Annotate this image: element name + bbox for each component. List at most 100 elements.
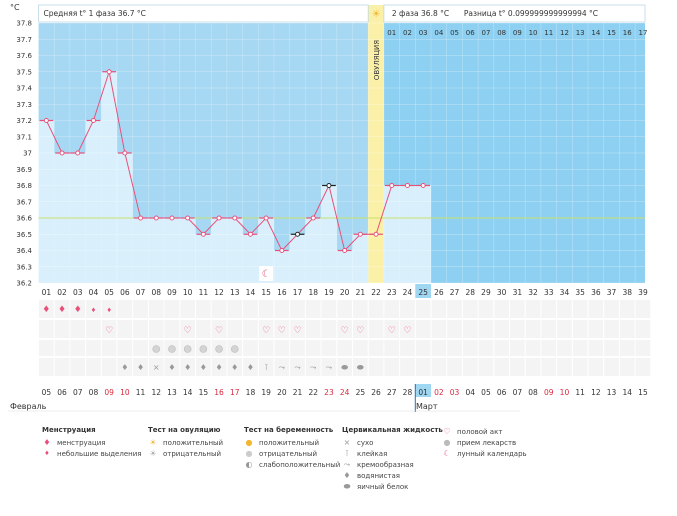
calendar-day-label: 18 (246, 388, 256, 397)
calendar-day-label: 17 (230, 388, 240, 397)
temperature-bar (399, 185, 416, 283)
mucus-watery-icon: ♦ (231, 363, 238, 372)
mucus-watery-icon: ♦ (168, 363, 175, 372)
marker-cell (572, 320, 588, 338)
cycle-day-label: 38 (622, 288, 632, 297)
drop-icon: ♦ (58, 305, 66, 315)
cycle-day-label: 27 (450, 288, 460, 297)
marker-cell (70, 340, 86, 356)
calendar-day-label: 07 (513, 388, 523, 397)
marker-cell (510, 300, 525, 318)
marker-cell (211, 300, 227, 318)
marker-cell (86, 340, 101, 356)
marker-cell (101, 358, 117, 376)
marker-cell (243, 300, 258, 318)
y-tick-label: 36.9 (16, 166, 32, 174)
cycle-day-label: 24 (403, 288, 413, 297)
temperature-bar (148, 218, 165, 283)
legend-label: менструация (57, 438, 106, 447)
marker-cell (588, 340, 604, 356)
marker-cell (54, 300, 70, 318)
marker-cell (305, 358, 321, 376)
marker-cell (54, 320, 70, 338)
marker-cell (635, 300, 651, 318)
marker-cell (133, 300, 148, 318)
pill-icon (230, 345, 239, 353)
calendar-day-label: 06 (57, 388, 67, 397)
temperature-point (232, 215, 238, 221)
marker-cell (415, 320, 431, 338)
marker-cell (86, 358, 101, 376)
marker-cell (384, 300, 400, 318)
marker-cell (337, 340, 352, 356)
legend-label: положительный (259, 438, 320, 447)
y-tick-label: 36.6 (16, 215, 32, 223)
cycle-day-label: 06 (120, 288, 130, 297)
temperature-bar (226, 218, 243, 283)
test-negative-icon: ● (245, 449, 253, 458)
marker-cell (431, 320, 447, 338)
legend-ovulation-test: Тест на овуляцию ☀ положительный ☀ отрицат… (148, 426, 223, 459)
cycle-day-label: 29 (481, 288, 491, 297)
cycle-day-label: 19 (324, 288, 334, 297)
marker-cell (211, 358, 227, 376)
heart-icon: ♡ (262, 326, 270, 336)
legend-label: лунный календарь (457, 449, 527, 458)
marker-cell (400, 300, 415, 318)
calendar-day-label: 06 (497, 388, 507, 397)
pill-icon (199, 345, 208, 353)
y-tick-label: 37 (23, 150, 32, 158)
phase2-day-label: 02 (403, 29, 412, 37)
marker-cell (353, 358, 368, 376)
heart-icon: ♡ (215, 326, 223, 336)
mucus-watery-icon: ♦ (121, 363, 128, 372)
marker-cell (619, 300, 635, 318)
temperature-point (43, 118, 49, 123)
temperature-bar (383, 185, 400, 283)
temperature-point (75, 150, 81, 156)
mucus-eggwhite-icon: ⬬ (357, 363, 364, 372)
marker-cell (274, 340, 290, 356)
creamy-icon: ⤳ (343, 459, 351, 469)
marker-cell (557, 358, 572, 376)
marker-cell (117, 300, 133, 318)
marker-cell (368, 340, 384, 356)
temperature-bar (195, 234, 212, 283)
marker-cell (274, 358, 290, 376)
marker-cell (572, 340, 588, 356)
marker-cell (70, 300, 86, 318)
marker-cell (70, 320, 86, 338)
phase2-day-label: 10 (529, 29, 538, 37)
sun-icon: ☀ (372, 9, 381, 20)
marker-cell (635, 320, 651, 338)
marker-cell (604, 320, 619, 338)
marker-cell (400, 358, 415, 376)
mucus-watery-icon: ♦ (200, 363, 207, 372)
cycle-day-label: 34 (560, 288, 570, 297)
legend-other: ♡ половой акт ● прием лекарств ☾ лунный кал… (442, 426, 527, 459)
legend-cervical-fluid: Цервикальная жидкость × сухо ⊺ клейкая ⤳ кр… (342, 426, 443, 492)
legend-menstruation: Менструация ♦ менструация ♦ небольшие выде… (42, 426, 142, 459)
marker-cell (525, 300, 541, 318)
cycle-day-label: 26 (434, 288, 444, 297)
marker-cell (337, 358, 352, 376)
marker-cell (290, 340, 305, 356)
cycle-day-label: 04 (89, 288, 99, 297)
legend-label: водянистая (357, 471, 401, 480)
moon-icon: ☾ (443, 449, 451, 458)
marker-cell (54, 340, 70, 356)
cycle-day-label: 11 (199, 288, 209, 297)
legend-pregnancy-test: Тест на беременность ● положительный ● отр… (244, 426, 340, 470)
heart-icon: ♡ (278, 326, 286, 336)
temperature-point (153, 215, 159, 221)
cycle-day-label: 09 (167, 288, 177, 297)
temperature-point (122, 150, 128, 156)
marker-cell (478, 320, 494, 338)
marker-cell (415, 340, 431, 356)
marker-cell (243, 320, 258, 338)
temperature-point (326, 183, 332, 188)
temperature-bar (101, 71, 117, 283)
marker-cell (101, 340, 117, 356)
marker-cell (541, 340, 557, 356)
marker-cell (415, 358, 431, 376)
